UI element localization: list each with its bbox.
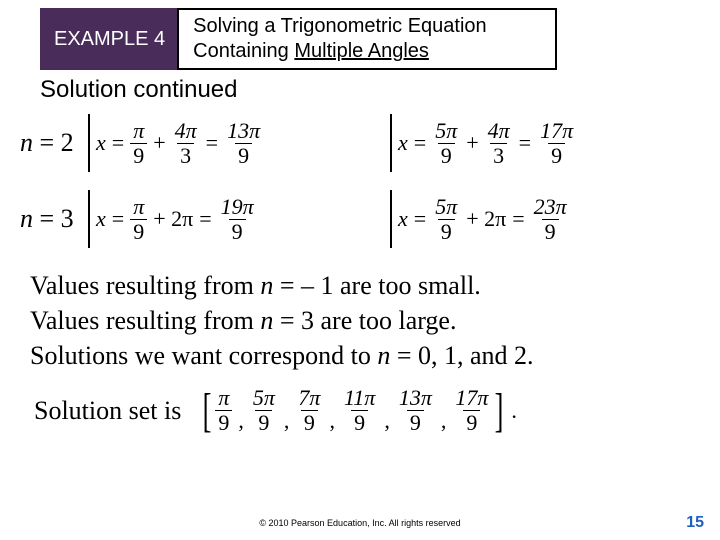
header-row: EXAMPLE 4 Solving a Trigonometric Equati… (0, 0, 720, 70)
title-line2-pre: Containing (193, 40, 294, 62)
solution-set: [ π9, 5π9, 7π9, 11π9, 13π9, 17π9 ] . (199, 387, 517, 434)
body-line2: Values resulting from n = 3 are too larg… (30, 303, 690, 338)
title-line1: Solving a Trigonometric Equation (193, 14, 541, 39)
solution-continued: Solution continued (0, 70, 720, 114)
eq-left: x = π9 + 2π = 19π9 (90, 196, 390, 243)
title-line2-uline: Multiple Angles (294, 40, 429, 62)
eq-left: x = π9 + 4π3 = 13π9 (90, 120, 390, 167)
body-text: Values resulting from n = – 1 are too sm… (0, 248, 720, 373)
eq-right: x = 5π9 + 2π = 23π9 (392, 196, 702, 243)
right-bracket: ] (495, 392, 504, 430)
n-cell: n = 2 (18, 128, 88, 158)
page-number: 15 (686, 514, 704, 532)
title-line2: Containing Multiple Angles (193, 39, 541, 64)
copyright: © 2010 Pearson Education, Inc. All right… (0, 518, 720, 528)
n-cell: n = 3 (18, 204, 88, 234)
solution-label: Solution set is (34, 396, 181, 426)
example-badge: EXAMPLE 4 (40, 8, 179, 70)
eq-right: x = 5π9 + 4π3 = 17π9 (392, 120, 702, 167)
equation-table: n = 2 x = π9 + 4π3 = 13π9 x = 5π9 + 4π3 … (0, 114, 720, 248)
body-line1: Values resulting from n = – 1 are too sm… (30, 268, 690, 303)
solution-row: Solution set is [ π9, 5π9, 7π9, 11π9, 13… (0, 373, 720, 434)
left-bracket: [ (203, 392, 212, 430)
body-line3: Solutions we want correspond to n = 0, 1… (30, 338, 690, 373)
set-items: π9, 5π9, 7π9, 11π9, 13π9, 17π9 (215, 387, 491, 434)
title-box: Solving a Trigonometric Equation Contain… (177, 8, 557, 70)
period: . (507, 398, 517, 424)
